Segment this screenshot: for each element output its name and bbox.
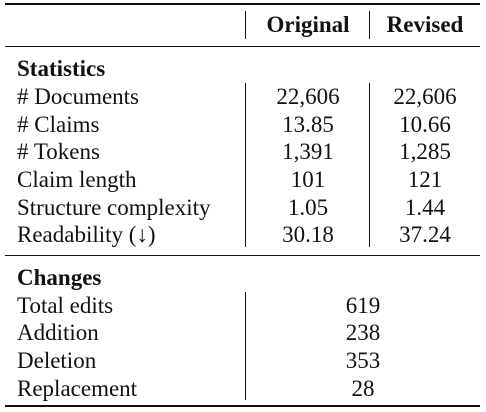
column-header-original: Original	[266, 12, 350, 37]
section-title-changes: Changes	[17, 265, 102, 290]
row-label-addition: Addition	[17, 320, 99, 345]
changes-separator	[245, 292, 246, 400]
value-revised-structure-complexity: 1.44	[404, 195, 446, 220]
value-revised-readability: 37.24	[399, 222, 451, 247]
value-original-claim-length: 101	[290, 167, 326, 192]
value-addition: 238	[345, 320, 381, 345]
row-label-readability: Readability (↓)	[17, 222, 156, 247]
statistics-separator-middle	[369, 83, 370, 247]
value-revised-tokens: 1,285	[399, 139, 451, 164]
row-label-replacement: Replacement	[17, 376, 138, 401]
value-original-claims: 13.85	[282, 112, 334, 137]
value-revised-documents: 22,606	[393, 84, 457, 109]
value-revised-claims: 10.66	[399, 112, 451, 137]
header-rule	[5, 46, 480, 47]
row-label-documents: # Documents	[17, 84, 140, 109]
value-original-tokens: 1,391	[282, 139, 334, 164]
value-total-edits: 619	[345, 293, 381, 318]
section-title-statistics: Statistics	[17, 56, 106, 81]
value-original-structure-complexity: 1.05	[287, 195, 329, 220]
column-header-revised: Revised	[386, 12, 464, 37]
value-replacement: 28	[351, 376, 375, 401]
row-label-total-edits: Total edits	[17, 293, 114, 318]
statistics-separator-left	[245, 83, 246, 247]
row-label-tokens: # Tokens	[17, 139, 100, 164]
row-label-claims: # Claims	[17, 112, 100, 137]
value-original-documents: 22,606	[276, 84, 340, 109]
value-deletion: 353	[345, 348, 381, 373]
row-label-claim-length: Claim length	[17, 167, 137, 192]
value-revised-claim-length: 121	[407, 167, 443, 192]
section-rule	[5, 255, 480, 256]
value-original-readability: 30.18	[282, 222, 334, 247]
header-separator-middle	[369, 11, 370, 39]
top-rule	[5, 3, 480, 5]
header-separator-left	[245, 11, 246, 39]
row-label-deletion: Deletion	[17, 348, 97, 373]
row-label-structure-complexity: Structure complexity	[17, 195, 211, 220]
bottom-rule	[5, 405, 480, 407]
